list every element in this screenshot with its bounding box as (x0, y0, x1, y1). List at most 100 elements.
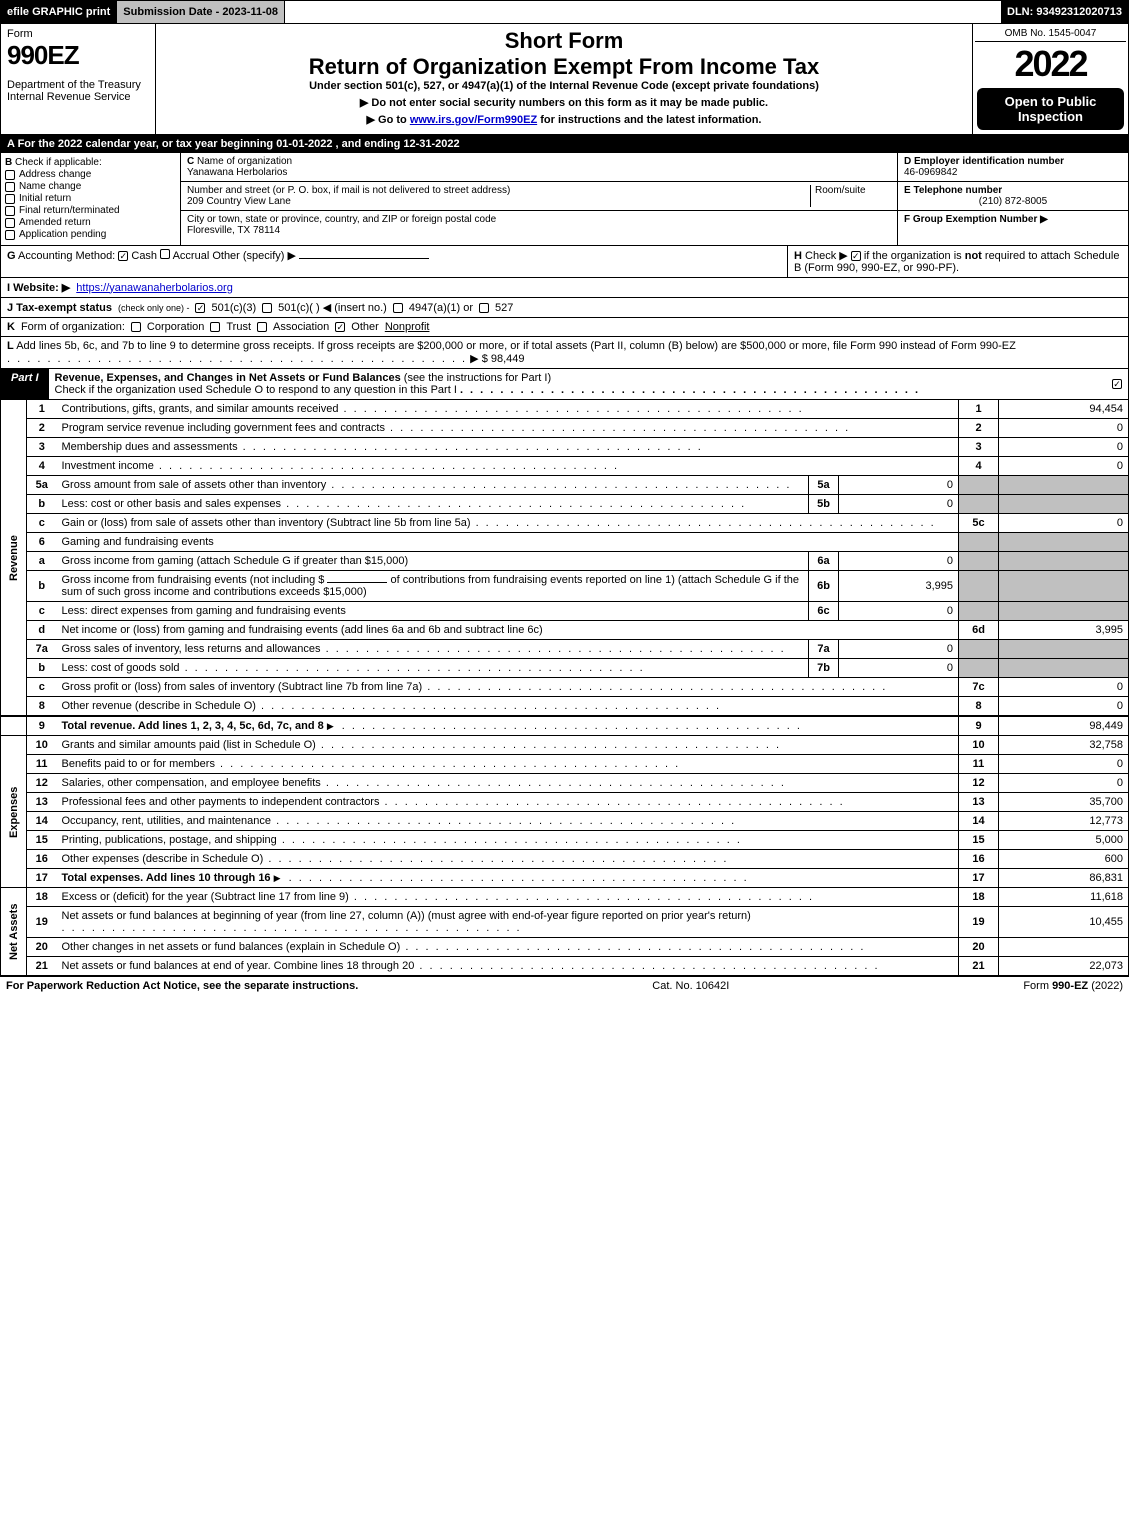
chk-schedule-o[interactable] (1112, 379, 1122, 389)
b-text: Check if applicable: (15, 157, 102, 168)
l8-box: 8 (959, 697, 999, 717)
line-7b: b Less: cost of goods sold 7b 0 (1, 659, 1129, 678)
l5a-num: 5a (27, 476, 57, 495)
form-header: Form 990EZ Department of the Treasury In… (0, 24, 1129, 135)
chk-501c3[interactable] (195, 303, 205, 313)
chk-other-org[interactable] (335, 322, 345, 332)
l8-text: Other revenue (describe in Schedule O) (62, 700, 256, 712)
line-21: 21 Net assets or fund balances at end of… (1, 957, 1129, 976)
chk-corp[interactable] (131, 322, 141, 332)
l6d-box: 6d (959, 621, 999, 640)
l12-text: Salaries, other compensation, and employ… (62, 777, 321, 789)
c-name-label: Name of organization (197, 156, 292, 167)
g-label: G (7, 250, 16, 262)
k-opt2: Association (273, 321, 329, 333)
l5b-num: b (27, 495, 57, 514)
chk-label-pending: Application pending (19, 229, 106, 240)
irs-link[interactable]: www.irs.gov/Form990EZ (410, 114, 537, 126)
chk-label-name: Name change (19, 181, 81, 192)
note-instructions: ▶ Go to www.irs.gov/Form990EZ for instru… (162, 113, 966, 126)
l7a-box-shade (959, 640, 999, 659)
line-20: 20 Other changes in net assets or fund b… (1, 938, 1129, 957)
l13-box: 13 (959, 793, 999, 812)
l1-text: Contributions, gifts, grants, and simila… (62, 403, 339, 415)
header-center: Short Form Return of Organization Exempt… (156, 24, 973, 134)
part1-header: Part I Revenue, Expenses, and Changes in… (0, 369, 1129, 400)
section-g: G Accounting Method: Cash Accrual Other … (1, 246, 788, 277)
l5a-sub: 5a (809, 476, 839, 495)
l13-text: Professional fees and other payments to … (62, 796, 380, 808)
chk-trust[interactable] (210, 322, 220, 332)
l7c-box: 7c (959, 678, 999, 697)
form-word: Form (7, 28, 149, 40)
l12-box: 12 (959, 774, 999, 793)
h-label: H (794, 250, 802, 262)
line-6b: b Gross income from fundraising events (… (1, 571, 1129, 602)
chk-assoc[interactable] (257, 322, 267, 332)
chk-address-change[interactable]: Address change (5, 169, 176, 180)
top-bar: efile GRAPHIC print Submission Date - 20… (0, 0, 1129, 24)
chk-amended-return[interactable]: Amended return (5, 217, 176, 228)
chk-application-pending[interactable]: Application pending (5, 229, 176, 240)
l7a-sub: 7a (809, 640, 839, 659)
l-label: L (7, 340, 14, 352)
city-label: City or town, state or province, country… (187, 214, 496, 225)
l14-box: 14 (959, 812, 999, 831)
part1-title-note: (see the instructions for Part I) (404, 372, 551, 384)
line-5b: b Less: cost or other basis and sales ex… (1, 495, 1129, 514)
room-suite: Room/suite (811, 185, 891, 207)
l11-num: 11 (27, 755, 57, 774)
street-label: Number and street (or P. O. box, if mail… (187, 185, 510, 196)
chk-accrual[interactable] (160, 249, 170, 259)
c-label: C (187, 156, 194, 167)
k-label: K (7, 321, 15, 333)
section-j: J Tax-exempt status (check only one) - 5… (0, 298, 1129, 318)
j-opt1: 501(c)( ) ◀ (insert no.) (278, 301, 387, 314)
g-accrual: Accrual (173, 250, 210, 262)
l-text: Add lines 5b, 6c, and 7b to line 9 to de… (16, 340, 1016, 352)
footer-right: Form 990-EZ (2022) (1023, 980, 1123, 992)
footer-center: Cat. No. 10642I (652, 980, 729, 992)
l3-box: 3 (959, 438, 999, 457)
street-row: Number and street (or P. O. box, if mail… (181, 182, 897, 211)
chk-final-return[interactable]: Final return/terminated (5, 205, 176, 216)
l5a-sv: 0 (839, 476, 959, 495)
l6c-box-shade (959, 602, 999, 621)
line-10: Expenses 10 Grants and similar amounts p… (1, 736, 1129, 755)
l10-num: 10 (27, 736, 57, 755)
chk-527[interactable] (479, 303, 489, 313)
section-e: E Telephone number (210) 872-8005 (898, 182, 1128, 211)
dln-label: DLN: 93492312020713 (1001, 1, 1128, 23)
l14-num: 14 (27, 812, 57, 831)
line-6: 6 Gaming and fundraising events (1, 533, 1129, 552)
g-other-line (299, 258, 429, 259)
l18-val: 11,618 (999, 888, 1129, 907)
chk-501c[interactable] (262, 303, 272, 313)
line-16: 16 Other expenses (describe in Schedule … (1, 850, 1129, 869)
chk-4947[interactable] (393, 303, 403, 313)
l2-val: 0 (999, 419, 1129, 438)
l5b-text: Less: cost or other basis and sales expe… (62, 498, 282, 510)
l6a-sub: 6a (809, 552, 839, 571)
l6b-val-shade (999, 571, 1129, 602)
l6b-text1: Gross income from fundraising events (no… (62, 574, 325, 586)
l6c-val-shade (999, 602, 1129, 621)
note-ssn: ▶ Do not enter social security numbers o… (162, 96, 966, 109)
ein-value: 46-0969842 (904, 167, 957, 178)
side-revenue: Revenue (1, 400, 27, 716)
line-19: 19 Net assets or fund balances at beginn… (1, 907, 1129, 938)
line-1: Revenue 1 Contributions, gifts, grants, … (1, 400, 1129, 419)
footer-right-bold: 990-EZ (1052, 980, 1088, 992)
l19-val: 10,455 (999, 907, 1129, 938)
l20-num: 20 (27, 938, 57, 957)
l4-text: Investment income (62, 460, 154, 472)
section-def: D Employer identification number 46-0969… (898, 153, 1128, 245)
website-link[interactable]: https://yanawanaherbolarios.org (76, 282, 233, 294)
l6c-sv: 0 (839, 602, 959, 621)
chk-schedule-b[interactable] (851, 251, 861, 261)
chk-cash[interactable] (118, 251, 128, 261)
l5a-text: Gross amount from sale of assets other t… (62, 479, 327, 491)
chk-name-change[interactable]: Name change (5, 181, 176, 192)
chk-initial-return[interactable]: Initial return (5, 193, 176, 204)
l8-num: 8 (27, 697, 57, 717)
